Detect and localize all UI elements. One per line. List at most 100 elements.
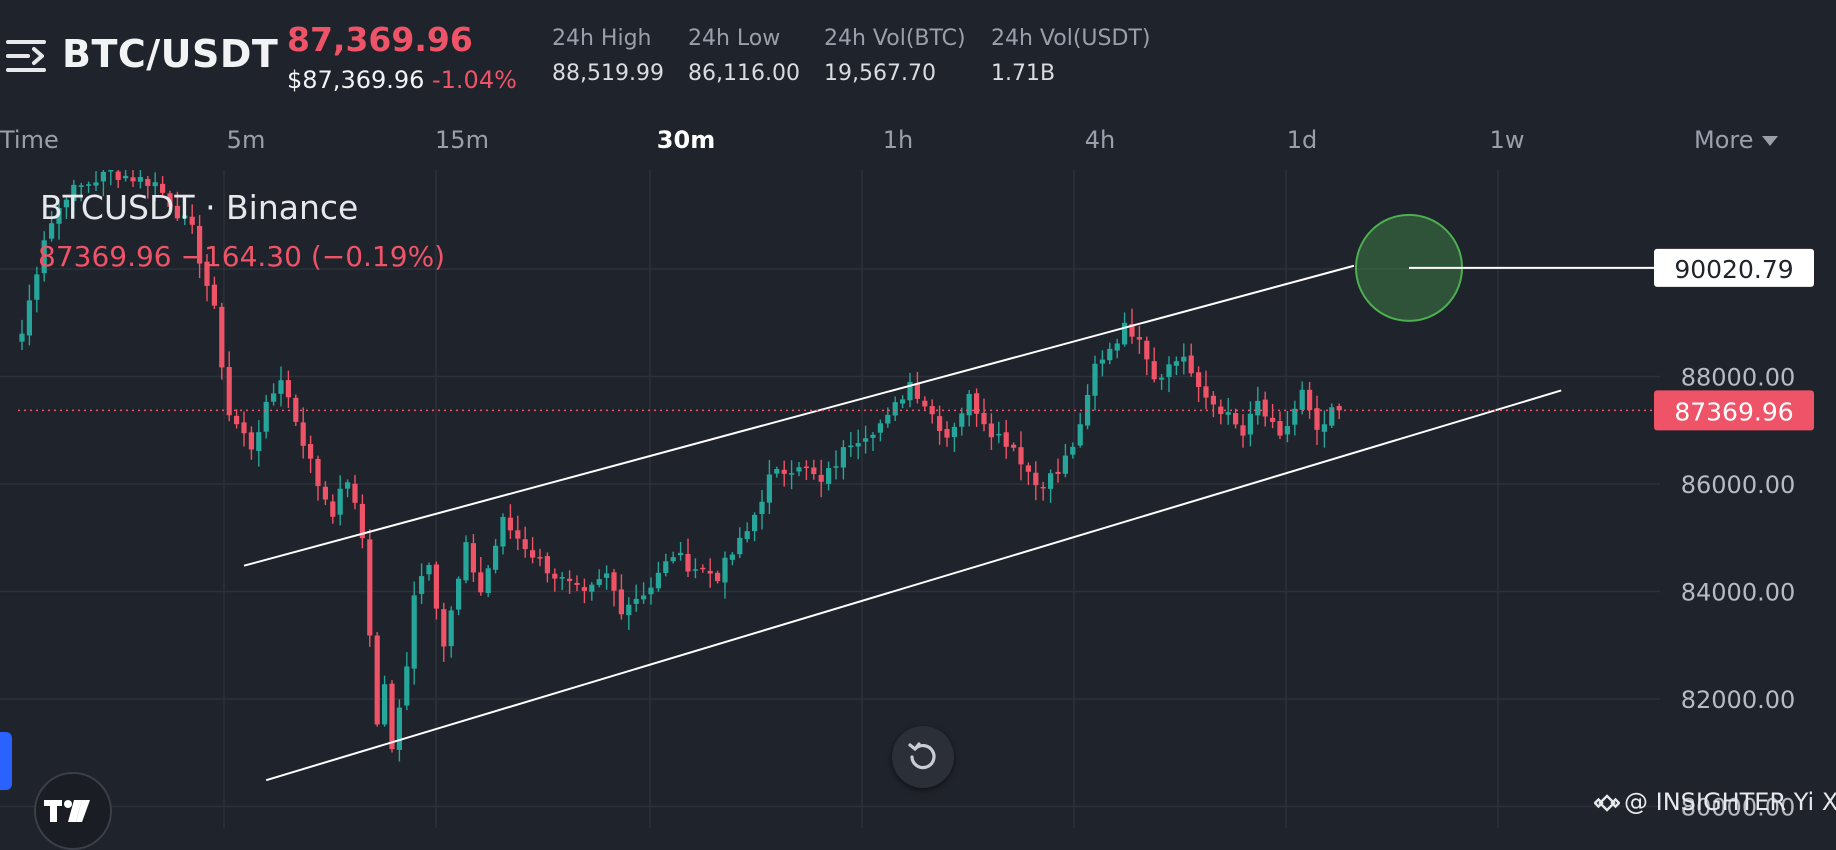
- candle-body: [174, 205, 180, 219]
- candle-body: [1292, 408, 1298, 425]
- more-dropdown[interactable]: More: [1694, 126, 1778, 154]
- candle-body: [345, 482, 351, 489]
- side-panel-toggle[interactable]: [0, 732, 12, 790]
- candle-body: [900, 399, 906, 404]
- usd-price: $87,369.96: [287, 66, 425, 94]
- candle-body: [1129, 323, 1135, 337]
- candle-body: [1048, 473, 1054, 489]
- candle-body: [796, 467, 802, 472]
- tab-30m[interactable]: 30m: [656, 126, 716, 154]
- tab-4h[interactable]: 4h: [1084, 126, 1116, 154]
- candle-body: [500, 516, 506, 547]
- tab-time[interactable]: Time: [0, 126, 59, 154]
- candle-body: [885, 414, 891, 424]
- current-price-label-bg: [1654, 390, 1814, 431]
- chart-legend-symbol: BTCUSDT · Binance: [40, 188, 359, 227]
- candle-body: [160, 183, 166, 193]
- candle-body: [544, 556, 550, 574]
- candle-body: [966, 393, 972, 416]
- change-percent: -1.04%: [432, 66, 517, 94]
- candle-body: [1196, 372, 1202, 387]
- candle-body: [988, 423, 994, 438]
- candle-body: [493, 545, 499, 570]
- candle-body: [426, 564, 432, 575]
- candle-body: [1151, 361, 1157, 380]
- candle-body: [803, 466, 809, 469]
- candle-body: [1247, 413, 1253, 435]
- candle-body: [152, 182, 158, 187]
- candle-body: [848, 445, 854, 448]
- channel-lower-line: [265, 389, 1562, 782]
- candle-body: [234, 415, 240, 425]
- tradingview-logo-icon: [34, 772, 112, 850]
- candle-body: [448, 610, 454, 647]
- candle-body: [892, 402, 898, 416]
- last-price: 87,369.96: [287, 20, 473, 59]
- price-axis-tick: 88000.00: [1681, 364, 1796, 392]
- candle-body: [256, 432, 262, 452]
- candle-body: [337, 488, 343, 515]
- reset-chart-button[interactable]: [892, 726, 954, 788]
- candle-body: [1062, 455, 1068, 474]
- candle-body: [715, 572, 721, 582]
- candle-body: [655, 572, 661, 589]
- candle-body: [374, 635, 380, 725]
- candle-body: [137, 177, 143, 182]
- price-chart[interactable]: 87369.96 90020.79 80000.00 82000.00 84000.0…: [0, 0, 1836, 828]
- candle-body: [1262, 399, 1268, 417]
- candle-body: [974, 393, 980, 414]
- candle-body: [611, 572, 617, 591]
- stat-label: 24h Vol(BTC): [824, 26, 966, 51]
- candle-body: [49, 223, 55, 239]
- chevron-down-icon: [1761, 136, 1778, 146]
- chart-legend-quote: 87369.96 −164.30 (−0.19%): [38, 240, 446, 273]
- pair-title[interactable]: BTC/USDT: [62, 32, 279, 76]
- price-axis: 80000.00 82000.00 84000.00 86000.00 88000.00: [1681, 364, 1796, 822]
- price-axis-tick: 80000.00: [1681, 794, 1796, 822]
- candle-body: [1173, 361, 1179, 366]
- candle-body: [626, 604, 632, 616]
- candle-body: [1233, 413, 1239, 425]
- candle-body: [219, 306, 225, 368]
- more-label: More: [1694, 126, 1754, 154]
- tab-1h[interactable]: 1h: [882, 126, 914, 154]
- tab-15m[interactable]: 15m: [435, 126, 489, 154]
- candle-body: [922, 400, 928, 407]
- candle-body: [197, 225, 203, 264]
- candle-body: [877, 423, 883, 433]
- candle-body: [456, 578, 462, 610]
- candle-body: [382, 684, 388, 725]
- candle-body: [1099, 359, 1105, 364]
- tab-5m[interactable]: 5m: [226, 126, 266, 154]
- candle-body: [1181, 356, 1187, 362]
- candle-body: [722, 557, 728, 583]
- candle-body: [56, 207, 62, 224]
- stat-value: 88,519.99: [552, 61, 664, 86]
- candle-body: [352, 483, 358, 503]
- candle-body: [604, 573, 610, 578]
- candle-body: [826, 468, 832, 484]
- stat-24h-vol-btc: 24h Vol(BTC) 19,567.70: [824, 26, 966, 86]
- candle-body: [515, 530, 521, 539]
- stat-value: 86,116.00: [688, 61, 800, 86]
- menu-arrow-icon[interactable]: [6, 38, 48, 74]
- candle-body: [1144, 340, 1150, 360]
- watermark-text: @ INSIGHTER Yi Xi: [1624, 788, 1836, 816]
- candle-body: [322, 486, 328, 500]
- candle-body: [1270, 417, 1276, 422]
- stat-value: 19,567.70: [824, 61, 936, 86]
- candle-body: [1070, 446, 1076, 455]
- tab-1d[interactable]: 1d: [1286, 126, 1318, 154]
- candle-body: [1329, 407, 1335, 426]
- candle-body: [204, 261, 210, 286]
- candle-body: [271, 393, 277, 402]
- candle-body: [1003, 432, 1009, 447]
- candle-body: [285, 380, 291, 398]
- candlestick-series: [19, 170, 1342, 762]
- candle-body: [1166, 364, 1172, 378]
- candle-body: [737, 537, 743, 555]
- candle-body: [1159, 377, 1165, 380]
- tab-1w[interactable]: 1w: [1489, 126, 1525, 154]
- candle-body: [123, 175, 129, 179]
- stat-label: 24h Low: [688, 26, 781, 51]
